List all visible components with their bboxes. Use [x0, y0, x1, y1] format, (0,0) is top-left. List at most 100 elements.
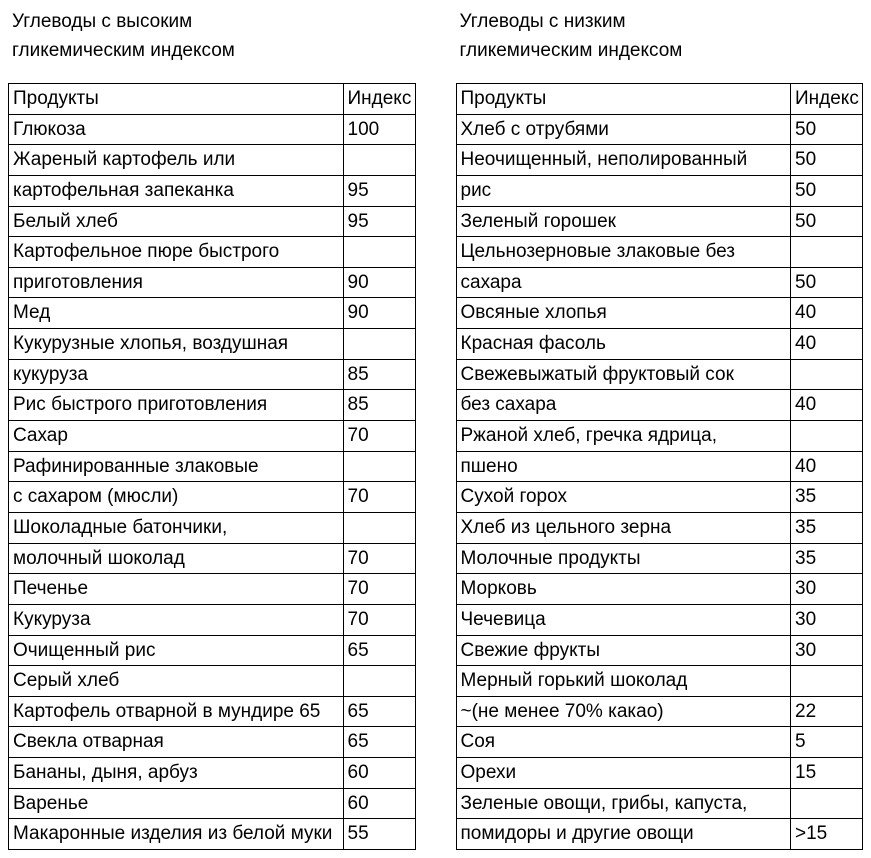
table-row: Макаронные изделия из белой муки55	[9, 819, 416, 850]
product-cell: Сахар	[9, 421, 344, 452]
index-cell: 40	[791, 329, 863, 360]
table-row: Соя5	[456, 727, 863, 758]
table-row: Свежие фрукты30	[456, 635, 863, 666]
index-cell: 60	[343, 788, 415, 819]
table-row: Хлеб с отрубями50	[456, 114, 863, 145]
table-row: Свекла отварная65	[9, 727, 416, 758]
product-cell: Цельнозерновые злаковые без	[456, 237, 791, 268]
right-title-line1: Углеводы с низким	[460, 11, 626, 32]
product-cell: Орехи	[456, 758, 791, 789]
product-cell: Свекла отварная	[9, 727, 344, 758]
product-cell: Хлеб из цельного зерна	[456, 512, 791, 543]
table-row: ~(не менее 70% какао)22	[456, 696, 863, 727]
left-table: ПродуктыИндексГлюкоза100Жареный картофел…	[8, 83, 416, 850]
table-row: Бананы, дыня, арбуз60	[9, 758, 416, 789]
right-title-line2: гликемическим индексом	[460, 40, 683, 61]
table-row: Красная фасоль40	[456, 329, 863, 360]
index-cell: 50	[791, 114, 863, 145]
table-row: картофельная запеканка95	[9, 175, 416, 206]
table-row: пшено40	[456, 451, 863, 482]
index-cell: 90	[343, 267, 415, 298]
product-cell: Ржаной хлеб, гречка ядрица,	[456, 421, 791, 452]
table-row: приготовления90	[9, 267, 416, 298]
left-title: Углеводы с высоким гликемическим индексо…	[8, 8, 416, 65]
table-row: Морковь30	[456, 574, 863, 605]
index-cell: 30	[791, 574, 863, 605]
product-cell: картофельная запеканка	[9, 175, 344, 206]
table-row: Рис быстрого приготовления85	[9, 390, 416, 421]
table-header-row: ПродуктыИндекс	[9, 84, 416, 115]
index-cell: >15	[791, 819, 863, 850]
table-row: Молочные продукты35	[456, 543, 863, 574]
table-row: рис50	[456, 175, 863, 206]
product-cell: Кукурузные хлопья, воздушная	[9, 329, 344, 360]
product-cell: молочный шоколад	[9, 543, 344, 574]
table-row: с сахаром (мюсли)70	[9, 482, 416, 513]
product-cell: Хлеб с отрубями	[456, 114, 791, 145]
table-row: Серый хлеб	[9, 666, 416, 697]
index-cell: 90	[343, 298, 415, 329]
index-cell	[343, 451, 415, 482]
table-row: без сахара40	[456, 390, 863, 421]
columns-container: Углеводы с высоким гликемическим индексо…	[8, 8, 863, 850]
index-cell	[791, 359, 863, 390]
product-cell: Рафинированные злаковые	[9, 451, 344, 482]
table-row: помидоры и другие овощи>15	[456, 819, 863, 850]
index-cell: 70	[343, 543, 415, 574]
index-cell	[791, 788, 863, 819]
product-cell: Свежевыжатый фруктовый сок	[456, 359, 791, 390]
product-cell: рис	[456, 175, 791, 206]
index-cell: 40	[791, 298, 863, 329]
product-cell: приготовления	[9, 267, 344, 298]
index-cell	[791, 666, 863, 697]
table-row: Неочищенный, неполированный50	[456, 145, 863, 176]
product-cell: Кукуруза	[9, 604, 344, 635]
table-row: сахара50	[456, 267, 863, 298]
index-cell	[343, 512, 415, 543]
table-row: Свежевыжатый фруктовый сок	[456, 359, 863, 390]
product-cell: Глюкоза	[9, 114, 344, 145]
index-cell: 65	[343, 696, 415, 727]
product-cell: Картофельное пюре быстрого	[9, 237, 344, 268]
right-title: Углеводы с низким гликемическим индексом	[456, 8, 864, 65]
product-cell: Зеленые овощи, грибы, капуста,	[456, 788, 791, 819]
product-cell: сахара	[456, 267, 791, 298]
product-cell: Чечевица	[456, 604, 791, 635]
index-cell: 30	[791, 604, 863, 635]
table-row: Мерный горький шоколад	[456, 666, 863, 697]
table-row: Ржаной хлеб, гречка ядрица,	[456, 421, 863, 452]
index-cell	[343, 329, 415, 360]
product-cell: помидоры и другие овощи	[456, 819, 791, 850]
product-cell: Мерный горький шоколад	[456, 666, 791, 697]
product-cell: Неочищенный, неполированный	[456, 145, 791, 176]
table-row: Сухой горох35	[456, 482, 863, 513]
table-row: Орехи15	[456, 758, 863, 789]
product-cell: Молочные продукты	[456, 543, 791, 574]
index-cell	[343, 145, 415, 176]
table-row: Жареный картофель или	[9, 145, 416, 176]
product-cell: Мед	[9, 298, 344, 329]
table-row: Цельнозерновые злаковые без	[456, 237, 863, 268]
index-cell: 60	[343, 758, 415, 789]
index-cell: 50	[791, 175, 863, 206]
table-row: Печенье70	[9, 574, 416, 605]
index-cell: 85	[343, 390, 415, 421]
index-cell: 65	[343, 635, 415, 666]
index-cell: 65	[343, 727, 415, 758]
product-cell: Сухой горох	[456, 482, 791, 513]
table-row: Глюкоза100	[9, 114, 416, 145]
header-product: Продукты	[9, 84, 344, 115]
index-cell: 70	[343, 574, 415, 605]
index-cell: 95	[343, 175, 415, 206]
table-row: Очищенный рис65	[9, 635, 416, 666]
table-row: Рафинированные злаковые	[9, 451, 416, 482]
product-cell: Белый хлеб	[9, 206, 344, 237]
left-title-line1: Углеводы с высоким	[12, 11, 192, 32]
index-cell: 85	[343, 359, 415, 390]
product-cell: Зеленый горошек	[456, 206, 791, 237]
product-cell: Серый хлеб	[9, 666, 344, 697]
product-cell: Овсяные хлопья	[456, 298, 791, 329]
product-cell: Шоколадные батончики,	[9, 512, 344, 543]
index-cell	[791, 237, 863, 268]
index-cell	[343, 237, 415, 268]
